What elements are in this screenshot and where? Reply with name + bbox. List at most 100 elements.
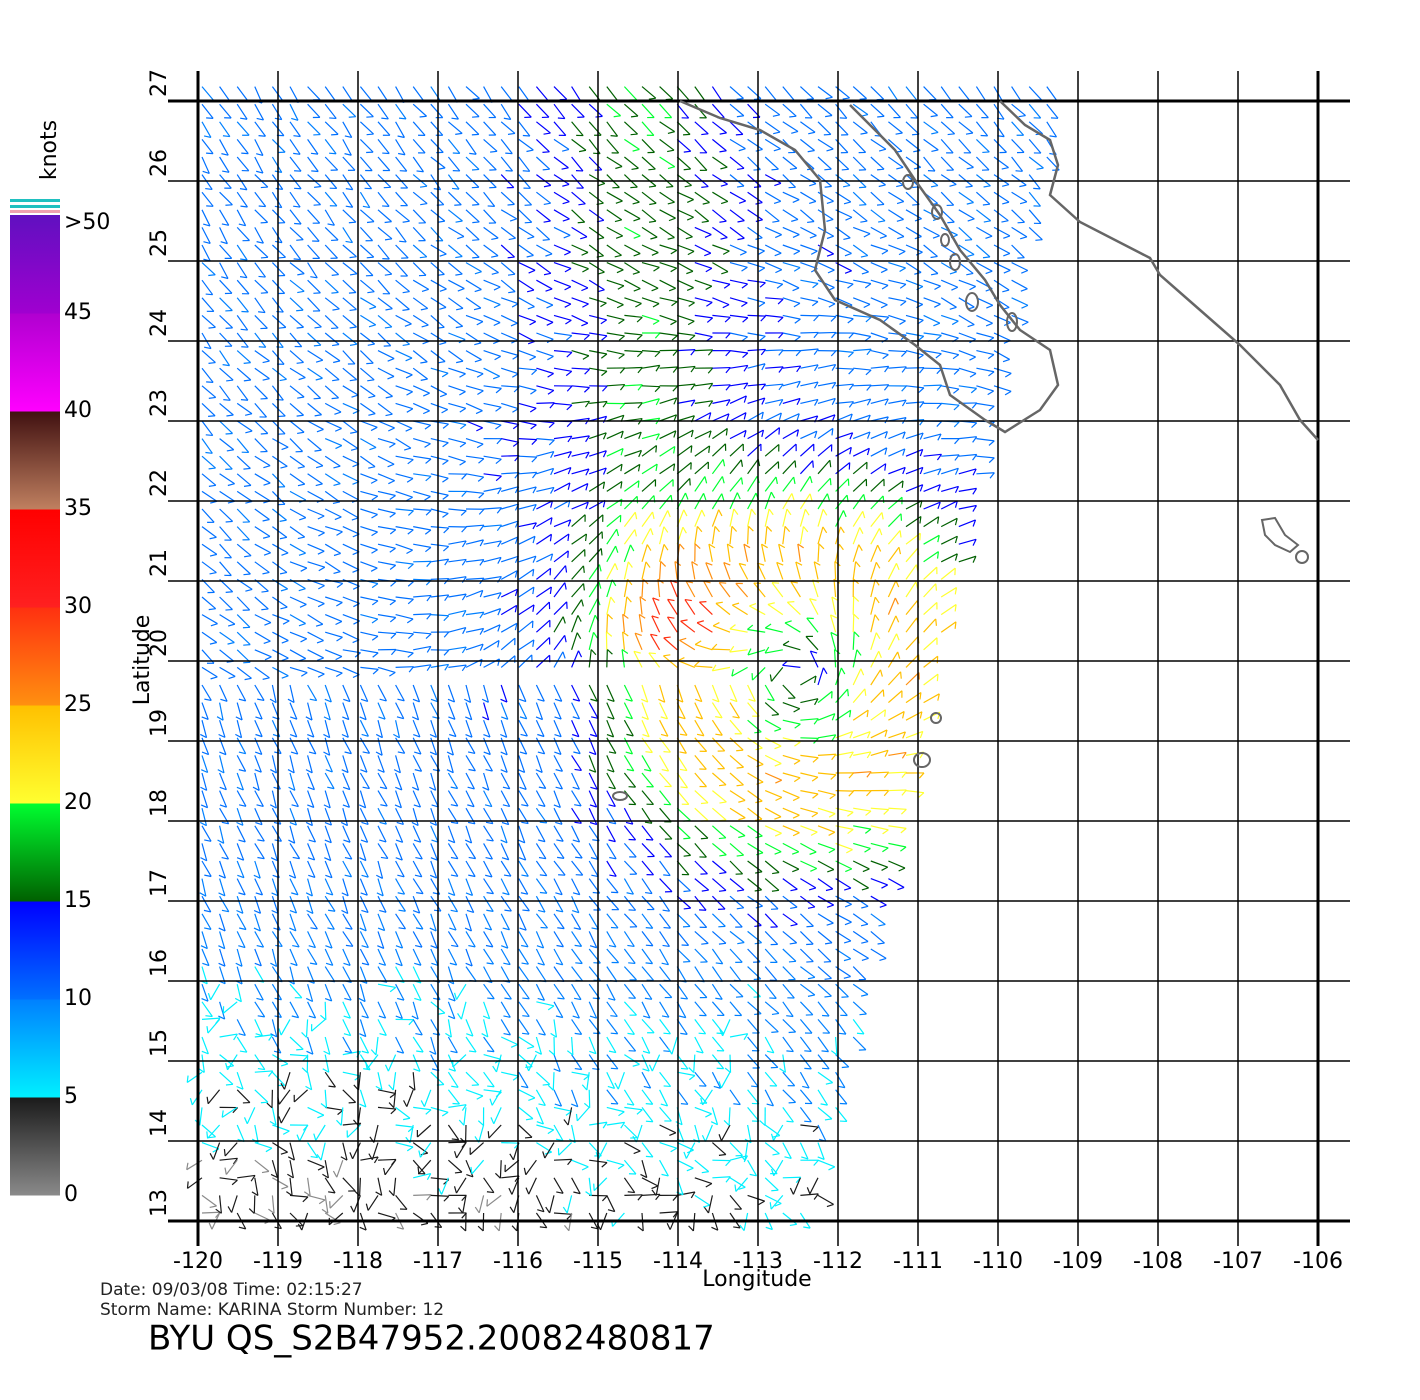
wind-barb	[254, 1089, 269, 1103]
wind-barb	[360, 473, 378, 481]
wind-barb	[691, 561, 696, 580]
wind-barb-tick	[776, 561, 784, 566]
wind-barb-tick	[731, 525, 738, 532]
wind-barb	[747, 443, 762, 457]
wind-barb	[412, 279, 429, 290]
wind-barb	[465, 244, 480, 258]
wind-barb-tick	[232, 1157, 238, 1165]
wind-barb-tick	[760, 383, 767, 391]
wind-barb-tick	[495, 475, 502, 482]
wind-barb	[413, 526, 431, 531]
wind-barb	[641, 948, 654, 964]
wind-barb	[624, 262, 640, 273]
wind-barb	[676, 878, 691, 892]
wind-barb-tick	[895, 633, 900, 641]
wind-barb-tick	[878, 923, 886, 927]
wind-barb-tick	[576, 632, 582, 640]
wind-barb	[465, 1159, 474, 1178]
wind-barb-tick	[484, 927, 492, 931]
wind-barb-tick	[317, 515, 325, 520]
wind-barb	[500, 720, 508, 738]
wind-barb	[817, 427, 834, 440]
wind-barb-tick	[822, 667, 828, 675]
wind-barb	[254, 262, 266, 278]
wind-barb	[500, 684, 508, 703]
wind-barb-tick	[209, 1205, 217, 1209]
wind-barb	[465, 455, 484, 460]
wind-barb-tick	[778, 332, 784, 339]
wind-barb-tick	[225, 1083, 233, 1086]
wind-barb-tick	[496, 507, 503, 514]
wind-barb	[447, 843, 459, 860]
wind-barb	[553, 499, 571, 510]
wind-barb-tick	[810, 250, 818, 255]
wind-barb	[641, 511, 654, 527]
wind-barb	[536, 586, 552, 598]
wind-barb	[694, 509, 703, 527]
wind-barb-tick	[843, 975, 851, 979]
wind-barb	[219, 209, 230, 226]
wind-barb	[307, 666, 325, 675]
wind-barb-tick	[970, 387, 977, 394]
wind-barb-tick	[537, 751, 545, 755]
wind-barb	[659, 226, 675, 239]
wind-barb-tick	[807, 994, 815, 997]
wind-barb	[694, 349, 713, 352]
wind-barb	[852, 966, 867, 980]
wind-barb	[870, 729, 888, 739]
wind-barb-tick	[554, 716, 562, 720]
wind-barb-tick	[883, 790, 890, 797]
wind-barb-tick	[325, 769, 333, 773]
wind-barb-tick	[256, 997, 264, 1001]
wind-barb	[676, 948, 691, 962]
wind-barb	[307, 191, 321, 206]
wind-barb	[817, 983, 832, 997]
wind-barb	[201, 314, 216, 328]
wind-barb	[236, 684, 247, 702]
wind-barb-tick	[296, 326, 304, 329]
wind-barb-tick	[521, 874, 529, 877]
wind-barb	[624, 431, 642, 440]
wind-barb	[518, 535, 536, 545]
wind-barb	[641, 966, 655, 981]
wind-barb-tick	[601, 1162, 608, 1168]
wind-barb	[623, 983, 637, 999]
wind-barb-tick	[645, 962, 653, 965]
wind-barb-tick	[820, 1103, 828, 1106]
wind-barb	[677, 314, 695, 322]
wind-barb	[465, 420, 483, 429]
wind-barb-tick	[270, 1033, 278, 1038]
wind-barb	[324, 1071, 336, 1088]
wind-barb	[1011, 279, 1028, 290]
wind-barb-tick	[683, 509, 688, 517]
wind-barb-tick	[584, 400, 590, 408]
wind-barb-tick	[919, 711, 923, 719]
wind-barb	[236, 666, 252, 679]
wind-barb	[817, 860, 835, 871]
wind-barb	[782, 244, 800, 252]
wind-barb	[236, 1124, 245, 1142]
wind-barb	[412, 332, 430, 342]
wind-barb	[817, 279, 835, 289]
wind-barb	[659, 1211, 678, 1214]
wind-barb-tick	[437, 1187, 443, 1195]
wind-barb	[254, 790, 264, 807]
wind-barb	[254, 825, 265, 842]
wind-barb	[395, 209, 410, 222]
wind-barb-tick	[336, 601, 343, 607]
wind-barb-tick	[244, 677, 252, 681]
wind-barb-tick	[764, 623, 772, 629]
wind-barb-tick	[509, 1206, 515, 1214]
wind-barb-tick	[388, 480, 395, 485]
wind-barb	[623, 495, 638, 510]
wind-barb	[201, 209, 211, 227]
wind-barb-tick	[651, 511, 655, 519]
wind-barb	[342, 174, 354, 190]
wind-barb-tick	[708, 445, 711, 453]
wind-barb	[254, 314, 268, 329]
wind-barb-tick	[240, 328, 248, 331]
wind-barb	[958, 244, 975, 256]
wind-barb-tick	[902, 431, 906, 439]
wind-barb-tick	[902, 467, 906, 475]
wind-barb-tick	[389, 671, 396, 677]
